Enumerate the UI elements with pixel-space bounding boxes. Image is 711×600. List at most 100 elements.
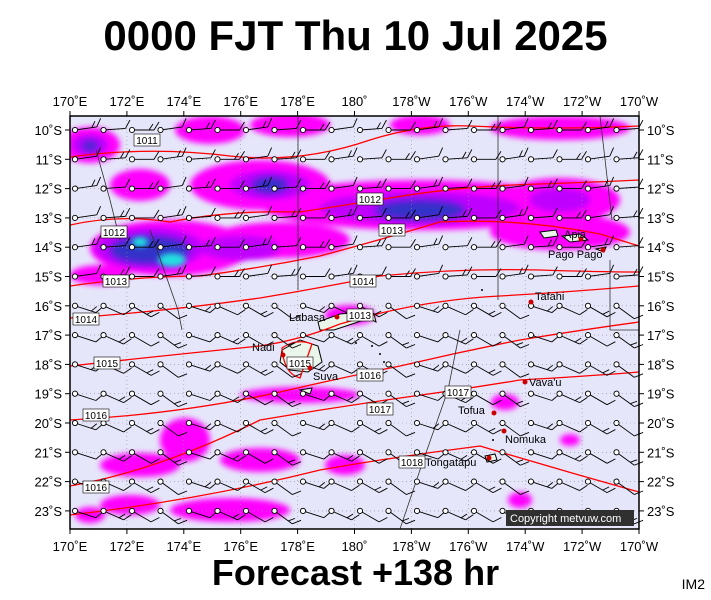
wind-barb [442, 266, 473, 280]
wind-barb [527, 302, 560, 314]
wind-barb [100, 507, 132, 521]
forecast-label: Forecast +138 hr [211, 552, 500, 593]
lon-label-bottom: 180˚ [341, 539, 367, 554]
wind-barb [356, 332, 388, 347]
wind-barb [328, 478, 360, 491]
isobar-labels: 1011 1012 1013 1012 1013 1014 1014 1015 1013 1015… [72, 133, 472, 494]
wind-barb [100, 207, 131, 221]
wind-barb [442, 449, 474, 462]
wind-barb [584, 361, 616, 376]
wind-barb [299, 268, 331, 280]
lon-label-top: 170˚E [53, 94, 88, 109]
wind-barb [328, 390, 360, 404]
wind-barb [100, 237, 131, 251]
lat-label-left: 17˚S [35, 328, 63, 343]
lat-label-right: 10˚S [647, 123, 675, 138]
wind-barb [271, 449, 302, 466]
wind-barb [613, 119, 644, 134]
wind-barb [556, 449, 588, 462]
wind-barb [214, 268, 245, 280]
wind-barb [470, 180, 502, 192]
lat-label-right: 16˚S [647, 299, 675, 314]
wind-barb [470, 478, 502, 493]
wind-barb [385, 238, 416, 251]
wind-barb [413, 206, 444, 221]
wind-barb [299, 151, 331, 163]
isobar-label: 1013 [381, 226, 404, 237]
wind-barb [271, 361, 302, 378]
place-apia: Apia [564, 229, 587, 241]
wind-barb [242, 419, 274, 435]
wind-barb [157, 206, 187, 221]
wind-barb [185, 119, 216, 134]
wind-barb [470, 151, 502, 163]
wind-barb [328, 332, 360, 345]
lon-label-bottom: 174˚W [506, 539, 545, 554]
wind-barb [71, 235, 102, 251]
lon-label-top: 174˚E [166, 94, 201, 109]
lat-label-left: 18˚S [35, 357, 63, 372]
wind-barb [527, 390, 560, 401]
wind-barbs [71, 118, 644, 525]
wind-barb [271, 149, 302, 163]
wind-barb [527, 478, 560, 489]
wind-barb [442, 478, 474, 491]
wind-barb [470, 302, 502, 318]
wind-barb [214, 478, 246, 491]
wind-barb [499, 390, 530, 408]
wind-barb [556, 419, 588, 433]
wind-barb [385, 390, 416, 408]
wind-barb [499, 361, 530, 378]
isobar-label: 1016 [85, 483, 108, 494]
wind-barb [242, 235, 273, 251]
wind-barb [556, 332, 588, 345]
wind-barb [613, 237, 644, 251]
wind-barb [584, 264, 615, 280]
wind-barb [385, 302, 416, 320]
wind-barb [470, 332, 502, 347]
wind-barb [328, 264, 358, 280]
longitude-labels-bottom: 170˚E 172˚E 174˚E 176˚E 178˚E 180˚ 178˚W 176˚W 1… [53, 539, 659, 554]
wind-barb [356, 207, 387, 221]
copyright-box [506, 510, 634, 526]
wind-barb [157, 176, 187, 192]
wind-barb [271, 178, 302, 192]
lon-label-bottom: 172˚W [563, 539, 602, 554]
wind-barb [527, 149, 558, 163]
wind-barb [442, 178, 473, 192]
wind-barb [556, 151, 587, 163]
lat-label-right: 12˚S [647, 182, 675, 197]
boundary-lines [95, 115, 639, 530]
wind-barb [242, 361, 274, 376]
lat-label-left: 21˚S [35, 445, 63, 460]
wind-barb [385, 361, 416, 378]
wind-barb [584, 332, 616, 347]
wind-barb [71, 176, 102, 192]
lon-label-bottom: 170˚W [620, 539, 659, 554]
lon-label-top: 174˚W [506, 94, 545, 109]
wind-barb [328, 176, 358, 192]
isobar-label: 1013 [349, 311, 372, 322]
wind-barb [271, 507, 302, 525]
wind-barb [157, 419, 188, 437]
wind-barb [157, 507, 188, 525]
wind-barb [556, 302, 588, 316]
lat-label-left: 20˚S [35, 416, 63, 431]
isobar-label: 1013 [105, 277, 128, 288]
wind-barb [556, 478, 588, 491]
wind-barb [328, 235, 358, 251]
wind-barb [499, 206, 529, 221]
image-code: IM2 [681, 576, 705, 592]
wind-barb [328, 419, 360, 433]
chart-title: 0000 FJT Thu 10 Jul 2025 [103, 12, 608, 59]
wind-barb [100, 119, 131, 134]
wind-barb [299, 238, 331, 251]
lon-label-top: 176˚W [449, 94, 488, 109]
wind-barb [242, 302, 274, 318]
wind-barb [128, 121, 160, 134]
lon-label-bottom: 178˚E [280, 539, 315, 554]
wind-barb [185, 332, 218, 343]
wind-barb [613, 419, 644, 437]
lat-label-right: 18˚S [647, 357, 675, 372]
wind-barb [470, 238, 502, 251]
